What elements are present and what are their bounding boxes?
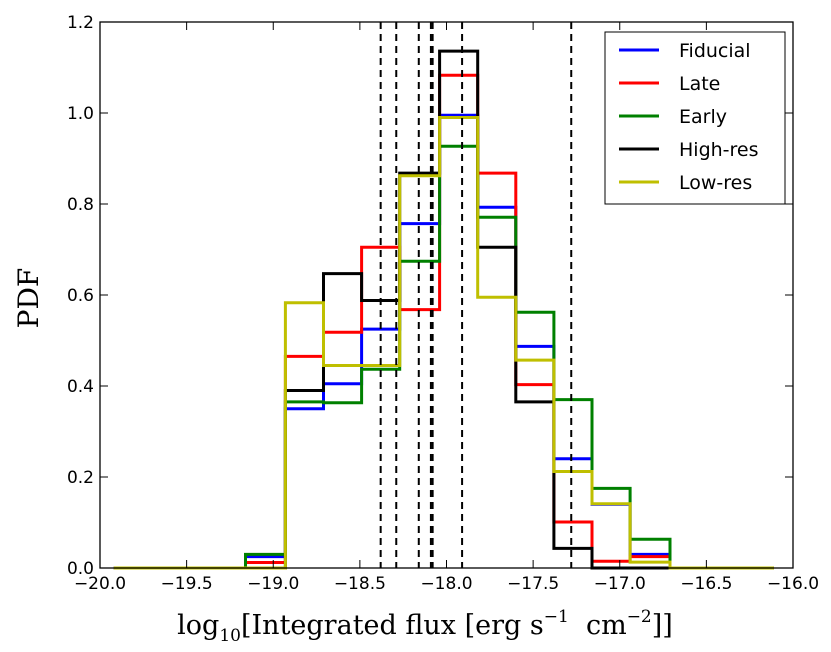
y-tick-label: 0.8 bbox=[67, 195, 94, 215]
legend-box bbox=[604, 31, 786, 205]
legend-label-low-res: Low-res bbox=[679, 172, 752, 194]
y-axis-title: PDF bbox=[12, 268, 45, 329]
series-low-res-line bbox=[113, 116, 774, 570]
x-tick-label: −18.0 bbox=[420, 574, 472, 594]
x-tick-label: −17.5 bbox=[507, 574, 559, 594]
x-axis-title-sup1: −1 bbox=[544, 607, 569, 627]
y-tick-label: 0.2 bbox=[67, 468, 94, 488]
series-layer bbox=[113, 49, 774, 570]
series-high-res-line bbox=[113, 49, 774, 570]
y-tick-label: 0.0 bbox=[67, 559, 94, 579]
legend-items: Fiducial Late Early High-res Low-res bbox=[619, 40, 759, 194]
x-axis-title-sup2: −2 bbox=[627, 607, 652, 627]
series-late-line bbox=[113, 73, 774, 570]
y-tick-label: 1.2 bbox=[67, 13, 94, 33]
x-tick-label: −17.0 bbox=[594, 574, 646, 594]
tick-layer: −20.0 −19.5 −19.0 −18.5 −18.0 −17.5 −17.0 −16.5… bbox=[67, 13, 819, 594]
x-axis-title-subscript: 10 bbox=[219, 626, 241, 646]
y-tick-label: 0.4 bbox=[67, 377, 94, 397]
y-tick-label: 1.0 bbox=[67, 104, 94, 124]
x-axis-title-mid: cm bbox=[569, 610, 627, 641]
x-tick-label: −16.0 bbox=[767, 574, 819, 594]
x-axis-title-end: ]] bbox=[652, 610, 673, 641]
legend-label-high-res: High-res bbox=[679, 139, 759, 161]
y-tick-label: 0.6 bbox=[67, 286, 94, 306]
legend-label-late: Late bbox=[679, 73, 720, 95]
legend: Fiducial Late Early High-res Low-res bbox=[604, 31, 786, 205]
x-axis-title-base: log bbox=[177, 610, 219, 641]
x-tick-label: −20.0 bbox=[74, 574, 126, 594]
legend-label-fiducial: Fiducial bbox=[679, 40, 751, 62]
series-early-line bbox=[113, 144, 774, 570]
x-tick-label: −19.5 bbox=[161, 574, 213, 594]
vline-layer bbox=[379, 22, 573, 568]
legend-label-early: Early bbox=[679, 106, 727, 128]
x-tick-label: −19.0 bbox=[247, 574, 299, 594]
x-axis-title: log10[Integrated flux [erg s−1 cm−2]] bbox=[177, 607, 673, 646]
x-tick-label: −16.5 bbox=[680, 574, 732, 594]
x-axis-title-main: [Integrated flux [erg s bbox=[241, 610, 544, 641]
x-tick-label: −18.5 bbox=[334, 574, 386, 594]
